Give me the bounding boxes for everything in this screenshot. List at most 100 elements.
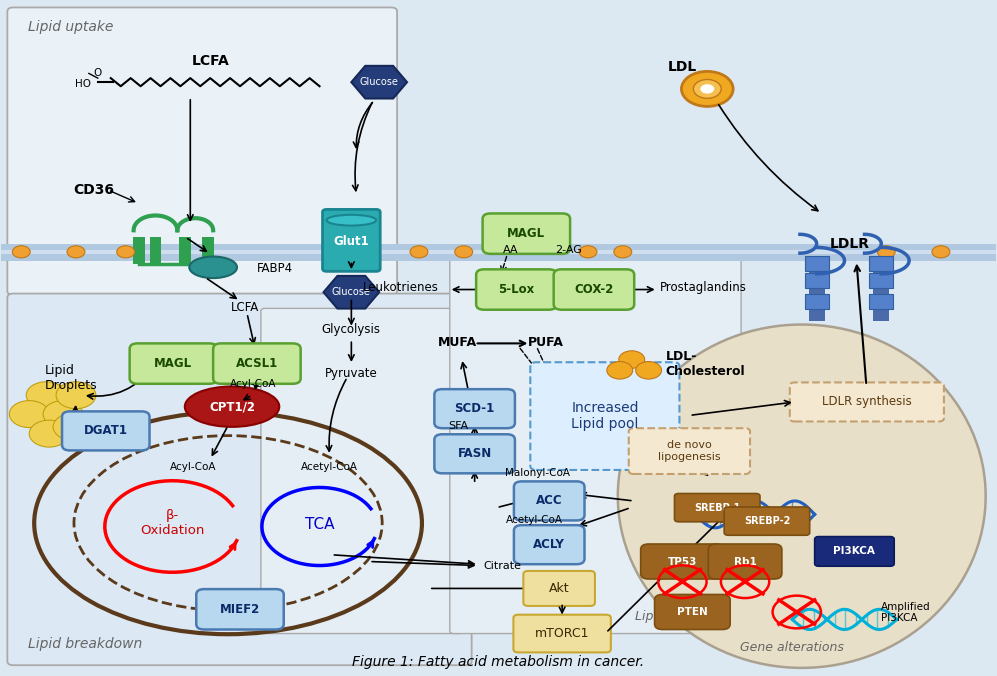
- Circle shape: [53, 414, 93, 440]
- Bar: [809, 260, 825, 321]
- Text: β-
Oxidation: β- Oxidation: [141, 509, 204, 537]
- Text: LCFA: LCFA: [191, 53, 229, 68]
- FancyBboxPatch shape: [7, 293, 472, 665]
- FancyBboxPatch shape: [450, 258, 741, 633]
- Circle shape: [932, 246, 950, 258]
- Circle shape: [410, 246, 428, 258]
- Text: 5-Lox: 5-Lox: [498, 283, 534, 296]
- FancyBboxPatch shape: [629, 428, 750, 474]
- Text: LDL-
Cholesterol: LDL- Cholesterol: [666, 349, 745, 378]
- Text: Leukotrienes: Leukotrienes: [363, 281, 439, 294]
- Text: Lipid synthesis: Lipid synthesis: [635, 610, 727, 623]
- Text: CPT1/2: CPT1/2: [209, 400, 255, 413]
- FancyBboxPatch shape: [261, 308, 463, 633]
- Text: Lipid breakdown: Lipid breakdown: [28, 637, 143, 651]
- FancyBboxPatch shape: [477, 269, 556, 310]
- Text: Lipid
Droplets: Lipid Droplets: [45, 364, 98, 392]
- Circle shape: [117, 246, 135, 258]
- Bar: [202, 237, 214, 264]
- Circle shape: [43, 401, 83, 427]
- Circle shape: [619, 351, 645, 368]
- Circle shape: [607, 362, 633, 379]
- Text: SFA: SFA: [449, 420, 469, 431]
- Text: PTEN: PTEN: [677, 607, 708, 617]
- Ellipse shape: [189, 256, 237, 278]
- Text: Pyruvate: Pyruvate: [325, 366, 378, 379]
- FancyBboxPatch shape: [790, 383, 944, 421]
- Text: Gene alterations: Gene alterations: [740, 642, 843, 654]
- Circle shape: [26, 382, 66, 409]
- FancyBboxPatch shape: [322, 210, 380, 271]
- Ellipse shape: [618, 324, 986, 668]
- Polygon shape: [323, 276, 379, 308]
- FancyBboxPatch shape: [553, 269, 634, 310]
- Text: Malonyl-CoA: Malonyl-CoA: [505, 468, 570, 478]
- FancyBboxPatch shape: [513, 481, 584, 521]
- FancyBboxPatch shape: [815, 537, 894, 566]
- Text: HO: HO: [75, 78, 91, 89]
- Text: O: O: [94, 68, 102, 78]
- Circle shape: [579, 246, 597, 258]
- Text: ACC: ACC: [536, 494, 562, 508]
- Text: MAGL: MAGL: [155, 357, 192, 370]
- Bar: [805, 294, 829, 309]
- Text: LDLR: LDLR: [830, 237, 869, 251]
- Bar: [873, 260, 889, 321]
- Text: ACLY: ACLY: [533, 538, 565, 551]
- Text: PUFA: PUFA: [528, 335, 564, 349]
- Circle shape: [455, 246, 473, 258]
- Text: 2-AG: 2-AG: [554, 245, 581, 256]
- Text: Lipid uptake: Lipid uptake: [28, 20, 114, 34]
- Circle shape: [29, 420, 69, 447]
- Circle shape: [693, 80, 721, 98]
- Bar: [869, 294, 893, 309]
- Text: Acyl-CoA: Acyl-CoA: [170, 462, 216, 473]
- Text: COX-2: COX-2: [574, 283, 613, 296]
- Text: LDLR synthesis: LDLR synthesis: [822, 395, 911, 408]
- Text: Acetyl-CoA: Acetyl-CoA: [301, 462, 358, 473]
- Bar: [869, 256, 893, 270]
- Bar: [869, 272, 893, 287]
- Text: SREBP-1: SREBP-1: [694, 503, 741, 512]
- Text: AA: AA: [502, 245, 518, 256]
- FancyBboxPatch shape: [708, 544, 782, 579]
- Text: ACSL1: ACSL1: [235, 357, 278, 370]
- Circle shape: [56, 382, 96, 409]
- Circle shape: [9, 401, 49, 427]
- Bar: [133, 237, 145, 264]
- Circle shape: [614, 246, 632, 258]
- Bar: [150, 237, 162, 264]
- FancyBboxPatch shape: [724, 507, 810, 535]
- Text: DGAT1: DGAT1: [84, 425, 128, 437]
- FancyBboxPatch shape: [530, 362, 679, 470]
- Bar: [805, 272, 829, 287]
- Circle shape: [681, 72, 733, 106]
- Text: Rb1: Rb1: [734, 556, 757, 566]
- Text: CD36: CD36: [73, 183, 114, 197]
- Bar: [1, 251, 996, 254]
- Text: Acetyl-CoA: Acetyl-CoA: [505, 514, 562, 525]
- Text: FABP4: FABP4: [257, 262, 293, 275]
- Text: MUFA: MUFA: [438, 335, 478, 349]
- FancyBboxPatch shape: [675, 493, 760, 522]
- Bar: [179, 237, 191, 264]
- Text: Glut1: Glut1: [333, 235, 369, 248]
- Text: Akt: Akt: [548, 582, 569, 595]
- Text: LCFA: LCFA: [231, 301, 259, 314]
- Text: Glucose: Glucose: [360, 77, 399, 87]
- FancyBboxPatch shape: [213, 343, 301, 384]
- Text: Amplified
PI3KCA: Amplified PI3KCA: [881, 602, 931, 623]
- Text: Citrate: Citrate: [484, 560, 521, 571]
- FancyBboxPatch shape: [655, 594, 730, 629]
- FancyBboxPatch shape: [513, 525, 584, 564]
- Text: Glycolysis: Glycolysis: [322, 323, 381, 337]
- Circle shape: [700, 84, 714, 93]
- Text: de novo
lipogenesis: de novo lipogenesis: [658, 440, 721, 462]
- Ellipse shape: [326, 215, 376, 226]
- FancyBboxPatch shape: [523, 571, 595, 606]
- Text: Prostaglandins: Prostaglandins: [660, 281, 747, 294]
- Text: Glucose: Glucose: [332, 287, 371, 297]
- Text: TP53: TP53: [668, 556, 697, 566]
- Circle shape: [636, 362, 662, 379]
- Text: Figure 1: Fatty acid metabolism in cancer.: Figure 1: Fatty acid metabolism in cance…: [352, 655, 645, 669]
